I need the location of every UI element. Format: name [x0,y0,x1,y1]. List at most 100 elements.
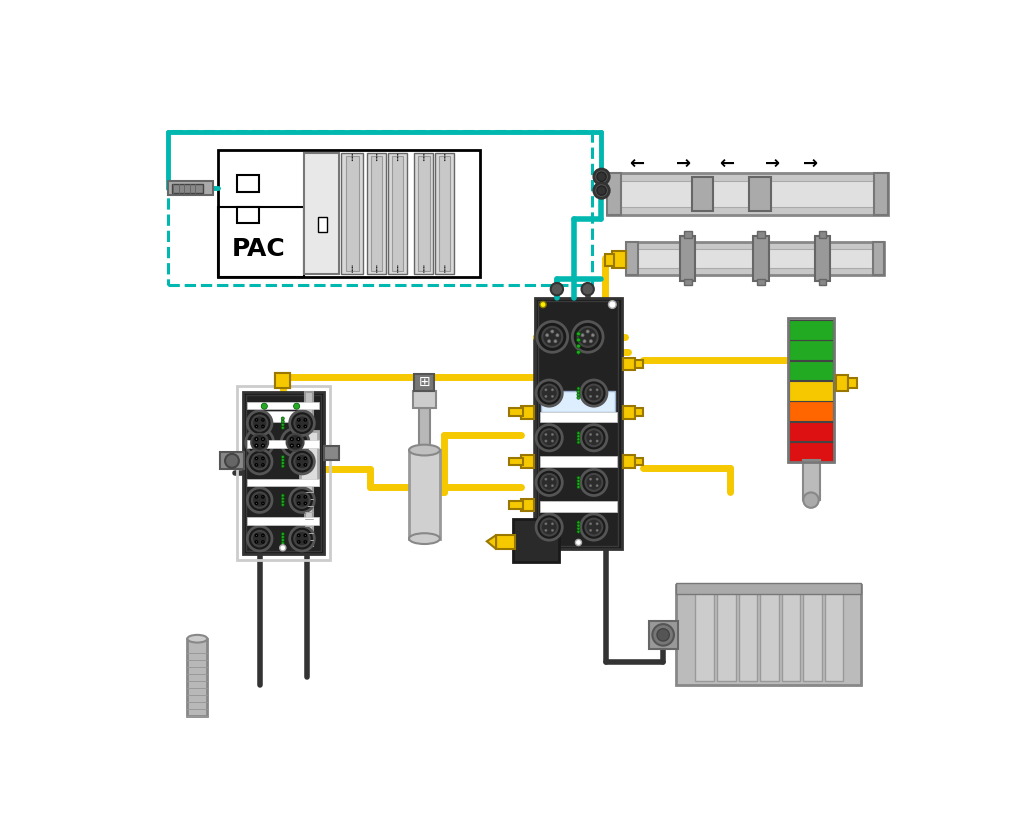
Circle shape [545,440,547,442]
Circle shape [444,159,445,160]
Circle shape [298,541,300,543]
Bar [623,455,635,468]
Bar [874,173,888,215]
Bar [218,150,480,277]
Circle shape [551,283,563,295]
Bar [305,392,313,430]
Circle shape [577,396,580,399]
Circle shape [304,457,307,460]
Circle shape [262,502,264,504]
Circle shape [444,154,445,155]
Circle shape [376,159,377,160]
Circle shape [444,155,445,156]
Circle shape [281,417,284,420]
Circle shape [255,425,258,427]
Bar [218,207,305,277]
Bar [238,175,259,192]
Circle shape [281,461,284,465]
Circle shape [545,523,547,525]
Bar [392,156,403,271]
Bar [300,430,318,484]
Circle shape [281,465,284,468]
Bar [819,231,826,238]
Bar [419,408,430,450]
Circle shape [255,464,258,466]
Circle shape [552,523,554,525]
Circle shape [298,457,300,460]
Circle shape [298,425,300,427]
Circle shape [444,160,445,161]
Bar [388,153,407,273]
Circle shape [576,344,580,348]
Circle shape [652,624,674,646]
Circle shape [589,478,591,480]
Bar [787,318,834,462]
Circle shape [376,154,377,155]
Bar [623,406,635,419]
Circle shape [246,429,273,456]
Circle shape [536,380,562,406]
Circle shape [298,502,300,504]
Circle shape [397,267,398,268]
Circle shape [576,338,580,342]
Bar [680,236,696,281]
Circle shape [352,268,353,270]
Bar [187,639,207,715]
Circle shape [556,334,559,337]
Text: ←: ← [629,155,644,173]
Circle shape [581,380,607,406]
Circle shape [247,450,272,474]
Bar [649,621,678,649]
Circle shape [281,455,284,459]
Circle shape [255,457,258,460]
Bar [521,499,533,511]
Circle shape [424,270,425,271]
Circle shape [287,434,304,451]
Circle shape [577,438,580,440]
Circle shape [397,272,398,273]
Circle shape [536,425,562,451]
Bar [415,153,433,273]
Circle shape [261,403,267,409]
Circle shape [541,430,558,446]
Circle shape [290,488,314,513]
Circle shape [596,484,598,487]
Bar [815,236,830,281]
Circle shape [597,172,607,181]
Bar [635,409,643,416]
Circle shape [424,159,425,160]
Circle shape [577,485,580,489]
Bar [757,231,765,238]
Text: →: → [765,155,780,173]
Circle shape [577,527,580,530]
Circle shape [424,155,425,156]
Circle shape [304,425,307,427]
Circle shape [297,438,300,440]
Circle shape [255,541,258,543]
Circle shape [444,270,445,271]
Bar [513,519,559,562]
Circle shape [444,272,445,273]
Bar [509,458,523,465]
Bar [626,242,884,274]
Bar [848,378,858,388]
Bar [341,153,364,273]
Bar [323,446,339,460]
Circle shape [251,434,268,451]
Circle shape [551,330,554,333]
Bar [757,279,765,285]
Bar [788,340,833,360]
Bar [825,588,843,681]
Bar [412,391,436,408]
Circle shape [297,445,300,447]
Circle shape [397,270,398,271]
Circle shape [281,535,284,538]
Circle shape [281,538,284,542]
Bar [305,484,313,546]
Circle shape [281,459,284,461]
Circle shape [376,265,377,267]
Bar [788,361,833,381]
Circle shape [575,539,581,545]
Circle shape [577,390,580,393]
Circle shape [585,519,602,535]
